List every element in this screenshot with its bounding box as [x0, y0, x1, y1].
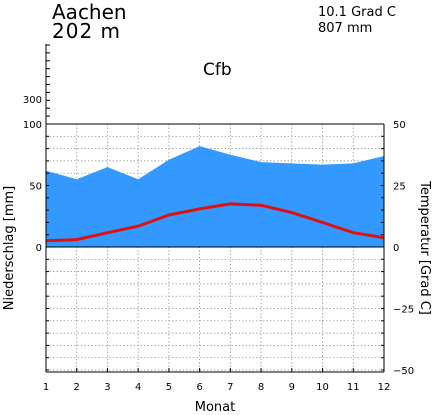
precipitation-area	[46, 146, 384, 247]
right-tick-label: 50	[393, 120, 406, 131]
station-name: Aachen	[52, 0, 127, 24]
x-tick-label: 8	[258, 382, 264, 393]
annual-precipitation: 807 mm	[318, 21, 373, 36]
x-tick-label: 9	[289, 382, 295, 393]
left-tick-label: 50	[29, 182, 42, 193]
climate-classification: Cfb	[203, 60, 232, 80]
left-tick-label: 100	[23, 120, 42, 131]
right-tick-label: −50	[393, 366, 414, 377]
x-tick-label: 12	[378, 382, 391, 393]
left-tick-label: 300	[23, 95, 42, 106]
x-tick-label: 5	[166, 382, 172, 393]
x-tick-label: 11	[347, 382, 360, 393]
station-altitude: 202 m	[52, 19, 122, 43]
annual-mean-temperature: 10.1 Grad C	[318, 5, 396, 20]
right-axis-title: Temperatur [Grad C]	[417, 180, 432, 315]
temperature-line	[45, 202, 385, 243]
x-axis-title: Monat	[195, 400, 235, 415]
x-tick-label: 7	[227, 382, 233, 393]
x-tick-label: 2	[74, 382, 80, 393]
right-tick-label: 0	[393, 243, 399, 254]
right-tick-label: −25	[393, 305, 414, 316]
x-tick-label: 1	[43, 382, 49, 393]
x-tick-label: 4	[135, 382, 141, 393]
x-tick-label: 10	[316, 382, 329, 393]
x-tick-label: 3	[104, 382, 110, 393]
right-tick-label: 25	[393, 182, 406, 193]
axes	[45, 44, 385, 373]
x-tick-label: 6	[196, 382, 202, 393]
left-axis-title: Niederschlag [mm]	[2, 186, 17, 311]
left-tick-label: 0	[36, 243, 42, 254]
